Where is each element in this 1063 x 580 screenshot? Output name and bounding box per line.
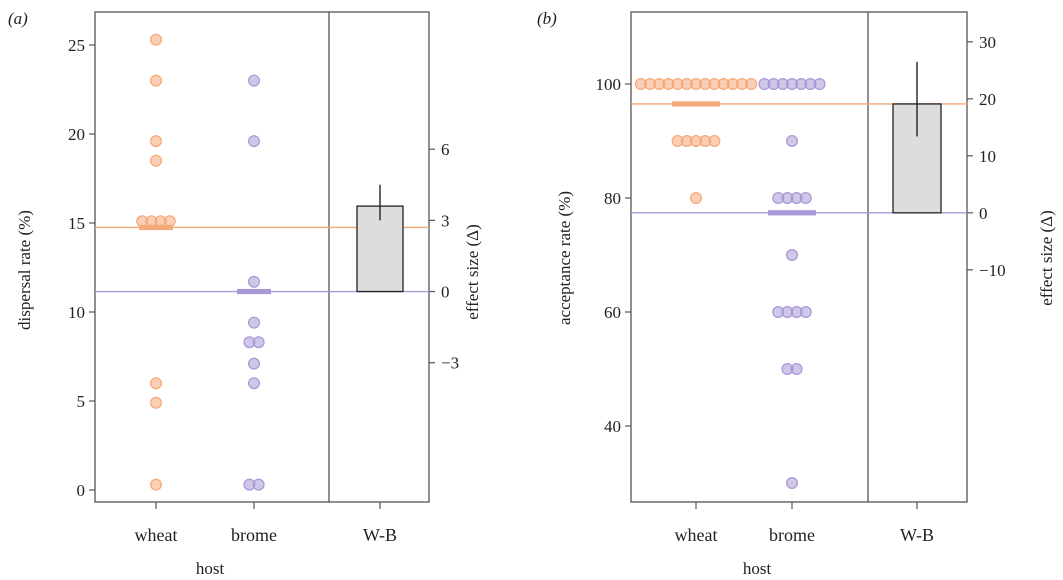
panel-a-brome-point [248,377,261,390]
panel-a-wheat-point [150,396,163,409]
panel-a-plot: 0 5 10 15 20 25 −3 0 3 6 [68,11,459,509]
panel-a-y-axis-label: dispersal rate (%) [15,210,34,330]
panel-a-brome-point [248,74,261,87]
panel-a-brome-point [248,275,261,288]
panel-a-brome-point [252,336,265,349]
panel-b-y2tick-label: 30 [979,33,996,52]
panel-a-wheat-mean-bar [139,224,173,231]
panel-a-wheat-point [150,74,163,87]
panel-b-brome-mean-bar [768,210,816,216]
panel-a-y2-axis-label: effect size (Δ) [463,224,482,320]
panel-a-wheat-point [150,33,163,46]
panel-a-brome-mean-bar [237,288,271,295]
panel-a-brome-point [252,478,265,491]
panel-b-y-axis-label: acceptance rate (%) [555,191,574,325]
panel-b-brome-point [785,135,798,148]
panel-a-ytick-label: 15 [68,214,85,233]
panel-a-ytick-label: 5 [77,392,86,411]
panel-a-wheat-point [150,154,163,167]
panel-a-wheat-point [150,377,163,390]
panel-b-ytick-label: 80 [604,189,621,208]
panel-b-brome-point [799,192,812,205]
panel-b: (b) acceptance rate (%) effect size (Δ) … [537,9,1056,578]
panel-a-y2tick-label: 3 [441,211,450,230]
panel-b-brome-point [799,306,812,319]
panel-a-y2tick-label: −3 [441,354,459,373]
panel-a-wheat-point [150,135,163,148]
panel-b-ytick-label: 40 [604,417,621,436]
panel-b-brome-point [790,363,803,376]
panel-b-wheat-mean-bar [672,101,720,107]
panel-b-ytick-label: 100 [596,75,622,94]
panel-b-y2tick-label: 10 [979,147,996,166]
panel-a-wheat-point [150,478,163,491]
panel-b-cat-wb: W-B [900,525,934,545]
panel-b-x-axis-label: host [743,559,772,578]
panel-b-wheat-point [708,135,721,148]
panel-b-y2-axis-label: effect size (Δ) [1037,210,1056,306]
panel-a: (a) dispersal rate (%) effect size (Δ) h… [8,9,482,578]
panel-b-brome-point [785,477,798,490]
panel-a-ytick-label: 0 [77,481,86,500]
panel-a-ytick-label: 25 [68,36,85,55]
panel-b-cat-wheat: wheat [675,525,718,545]
panel-b-y2tick-label: 0 [979,204,988,223]
panel-b-y2tick-label: 20 [979,90,996,109]
panel-a-plot-frame [94,11,430,503]
panel-a-brome-point [248,135,261,148]
panel-b-wheat-point [689,192,702,205]
panel-b-plot-frame [630,11,968,503]
panel-a-brome-point [248,357,261,370]
panel-b-wheat-point [745,77,758,90]
panel-a-cat-brome: brome [231,525,277,545]
panel-a-ytick-label: 20 [68,125,85,144]
panel-b-plot: 40 60 80 100 −10 0 10 20 30 [596,11,1006,509]
panel-b-brome-point [785,249,798,262]
panel-a-y2tick-label: 0 [441,283,450,302]
panel-a-y2tick-label: 6 [441,140,450,159]
panel-b-label: (b) [537,9,557,28]
panel-b-ytick-label: 60 [604,303,621,322]
panel-b-brome-point [813,77,826,90]
panel-a-cat-wb: W-B [363,525,397,545]
panel-a-x-axis-label: host [196,559,225,578]
panel-a-cat-wheat: wheat [135,525,178,545]
panel-a-label: (a) [8,9,28,28]
panel-a-ytick-label: 10 [68,303,85,322]
panel-b-y2tick-label: −10 [979,261,1006,280]
panel-b-cat-brome: brome [769,525,815,545]
panel-a-brome-point [248,316,261,329]
